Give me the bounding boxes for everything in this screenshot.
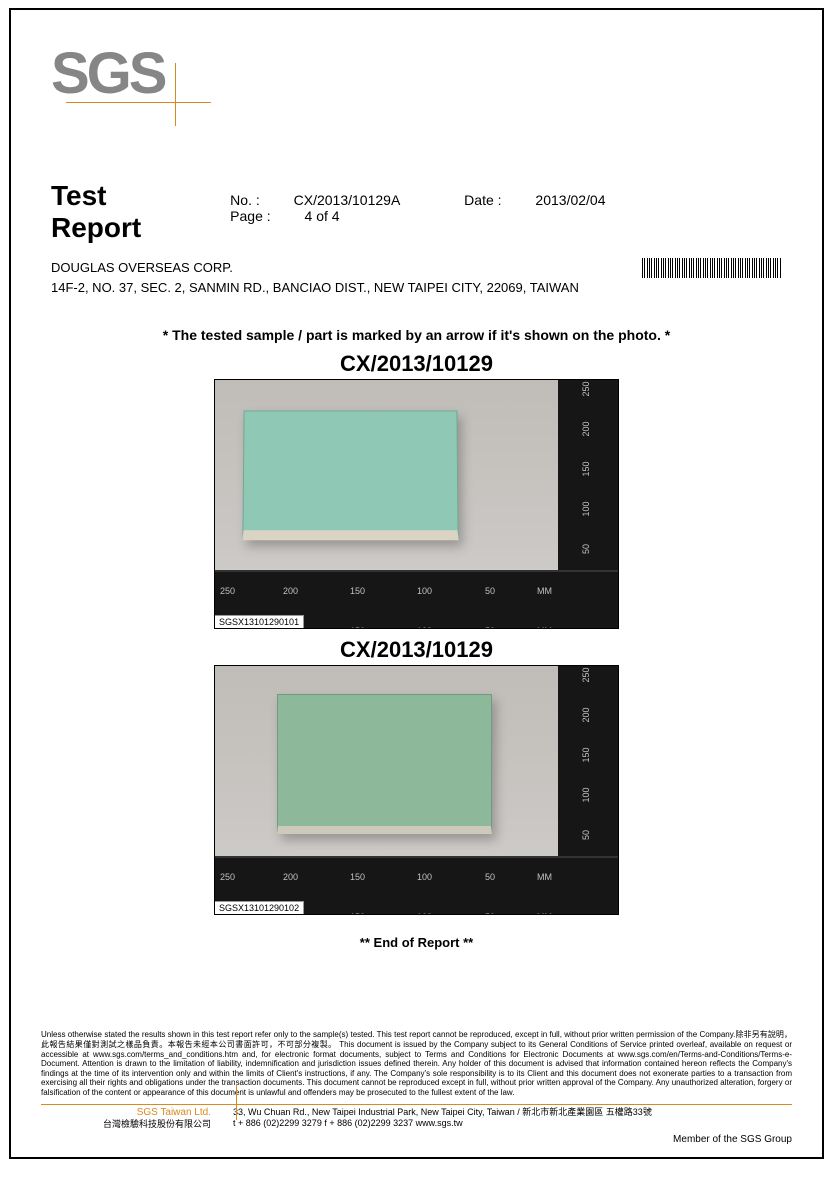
footer-contact: t + 886 (02)2299 3279 f + 886 (02)2299 3… bbox=[233, 1118, 792, 1130]
page-label: Page : bbox=[230, 208, 270, 224]
ruler-hi-mark: 50 bbox=[485, 626, 495, 629]
barcode bbox=[642, 258, 782, 278]
report-date: 2013/02/04 bbox=[535, 192, 605, 208]
footer-company-en: SGS Taiwan Ltd. bbox=[41, 1107, 211, 1119]
footer-company: SGS Taiwan Ltd. 台灣檢驗科技股份有限公司 bbox=[41, 1107, 211, 1130]
ruler-v-mark: 150 bbox=[581, 459, 591, 479]
ruler-hi-mark: 100 bbox=[417, 626, 432, 629]
header-block: Test Report No. : CX/2013/10129A Date : … bbox=[11, 130, 822, 297]
disclaimer-text: Unless otherwise stated the results show… bbox=[11, 1030, 822, 1097]
page-container: SGS Test Report No. : CX/2013/10129A Dat… bbox=[9, 8, 824, 1159]
logo-accent-h bbox=[66, 102, 211, 103]
end-of-report: ** End of Report ** bbox=[11, 935, 822, 950]
report-title: Test Report bbox=[51, 180, 190, 244]
footer-row: SGS Taiwan Ltd. 台灣檢驗科技股份有限公司 33, Wu Chua… bbox=[11, 1107, 822, 1130]
client-address: 14F-2, NO. 37, SEC. 2, SANMIN RD., BANCI… bbox=[51, 278, 579, 298]
report-meta: No. : CX/2013/10129A Date : 2013/02/04 P… bbox=[230, 192, 782, 224]
photo-1: 250 200 150 100 50 250 200 150 100 50 MM… bbox=[214, 379, 619, 629]
client-block: DOUGLAS OVERSEAS CORP. 14F-2, NO. 37, SE… bbox=[51, 258, 579, 297]
ruler-h-mark: 100 bbox=[417, 872, 432, 882]
footer-address: 33, Wu Chuan Rd., New Taipei Industrial … bbox=[233, 1107, 792, 1119]
photo-id-1: SGSX13101290101 bbox=[215, 615, 304, 628]
report-no: CX/2013/10129A bbox=[294, 192, 401, 208]
ruler-hi-mark: 50 bbox=[485, 912, 495, 915]
sample-piece-1 bbox=[242, 410, 458, 540]
ruler-h-mark: 200 bbox=[283, 586, 298, 596]
member-line: Member of the SGS Group bbox=[11, 1130, 822, 1145]
ruler-v-mark: 250 bbox=[581, 665, 591, 685]
ruler-v-mark: 50 bbox=[581, 539, 591, 559]
ruler-vertical-1: 250 200 150 100 50 bbox=[558, 380, 618, 588]
page-num: 4 of 4 bbox=[305, 208, 340, 224]
ruler-hi-mark: 100 bbox=[417, 912, 432, 915]
sample-title-2: CX/2013/10129 bbox=[11, 637, 822, 663]
footer-address-block: 33, Wu Chuan Rd., New Taipei Industrial … bbox=[221, 1107, 792, 1130]
address-row: DOUGLAS OVERSEAS CORP. 14F-2, NO. 37, SE… bbox=[51, 258, 782, 297]
ruler-h-mark: 150 bbox=[350, 586, 365, 596]
photo-note: * The tested sample / part is marked by … bbox=[11, 327, 822, 343]
ruler-h-mark: MM bbox=[537, 872, 552, 882]
date-label: Date : bbox=[464, 192, 501, 208]
ruler-v-mark: 100 bbox=[581, 785, 591, 805]
ruler-h-mark: 100 bbox=[417, 586, 432, 596]
no-label: No. : bbox=[230, 192, 260, 208]
ruler-h-mark: 150 bbox=[350, 872, 365, 882]
sample-title-1: CX/2013/10129 bbox=[11, 351, 822, 377]
ruler-h-mark: 50 bbox=[485, 586, 495, 596]
footer-block: Unless otherwise stated the results show… bbox=[11, 1030, 822, 1145]
ruler-v-mark: 250 bbox=[581, 379, 591, 399]
ruler-v-mark: 200 bbox=[581, 419, 591, 439]
photo-2: 250 200 150 100 50 250 200 150 100 50 MM… bbox=[214, 665, 619, 915]
footer-accent-line bbox=[41, 1104, 792, 1105]
ruler-vertical-2: 250 200 150 100 50 bbox=[558, 666, 618, 874]
sample-piece-2 bbox=[277, 694, 492, 834]
ruler-v-mark: 100 bbox=[581, 499, 591, 519]
ruler-hi-mark: MM bbox=[537, 626, 552, 629]
title-row: Test Report No. : CX/2013/10129A Date : … bbox=[51, 180, 782, 244]
logo-block: SGS bbox=[11, 10, 822, 130]
ruler-v-mark: 150 bbox=[581, 745, 591, 765]
sgs-logo: SGS bbox=[51, 40, 822, 107]
footer-accent-v bbox=[236, 1084, 237, 1120]
logo-accent-v bbox=[175, 63, 176, 126]
ruler-h-mark: 200 bbox=[283, 872, 298, 882]
footer-company-zh: 台灣檢驗科技股份有限公司 bbox=[41, 1119, 211, 1130]
ruler-hi-mark: 150 bbox=[350, 626, 365, 629]
client-name: DOUGLAS OVERSEAS CORP. bbox=[51, 258, 579, 278]
photo-id-2: SGSX13101290102 bbox=[215, 901, 304, 914]
ruler-h-mark: MM bbox=[537, 586, 552, 596]
ruler-v-mark: 200 bbox=[581, 705, 591, 725]
ruler-h-mark: 250 bbox=[220, 872, 235, 882]
ruler-hi-mark: 150 bbox=[350, 912, 365, 915]
ruler-v-mark: 50 bbox=[581, 825, 591, 845]
ruler-hi-mark: MM bbox=[537, 912, 552, 915]
ruler-h-mark: 250 bbox=[220, 586, 235, 596]
ruler-h-mark: 50 bbox=[485, 872, 495, 882]
